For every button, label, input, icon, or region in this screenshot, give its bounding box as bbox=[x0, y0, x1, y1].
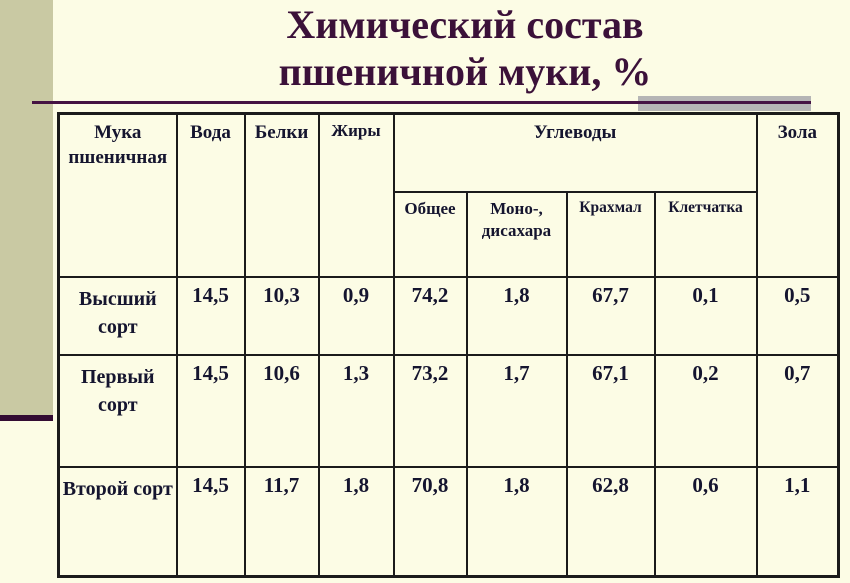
col-header-flour: Мука пшеничная bbox=[57, 112, 178, 278]
page-title: Химический состав пшеничной муки, % bbox=[85, 1, 845, 95]
col-header-water: Вода bbox=[175, 112, 246, 278]
cell-carbs-starch: 67,1 bbox=[565, 353, 656, 468]
cell-ash: 0,5 bbox=[755, 275, 840, 356]
header-row-sub: Общее Моно-, дисахара Крахмал Клетчатка bbox=[59, 190, 839, 278]
cell-carbs-total: 73,2 bbox=[392, 353, 468, 468]
cell-carbs-fiber: 0,2 bbox=[653, 353, 758, 468]
flour-composition-table: Мука пшеничная Вода Белки Жиры Углеводы … bbox=[57, 112, 841, 578]
col-header-carbs-starch: Крахмал bbox=[565, 190, 656, 278]
cell-proteins: 10,3 bbox=[243, 275, 320, 356]
cell-carbs-mono: 1,8 bbox=[465, 465, 568, 578]
cell-carbs-mono: 1,7 bbox=[465, 353, 568, 468]
cell-carbs-mono: 1,8 bbox=[465, 275, 568, 356]
title-underline bbox=[32, 101, 811, 104]
table-row-highest-grade: Высший сорт 14,5 10,3 0,9 74,2 1,8 67,7 … bbox=[57, 275, 840, 356]
cell-proteins: 10,6 bbox=[243, 353, 320, 468]
cell-proteins: 11,7 bbox=[243, 465, 320, 578]
cell-carbs-starch: 67,7 bbox=[565, 275, 656, 356]
cell-water: 14,5 bbox=[175, 465, 246, 578]
col-header-carbs-mono: Моно-, дисахара bbox=[465, 190, 568, 278]
page-title-line-2: пшеничной муки, % bbox=[278, 49, 652, 94]
col-header-carbs-total: Общее bbox=[392, 190, 468, 278]
row-label: Высший сорт bbox=[57, 275, 178, 356]
row-label: Первый сорт bbox=[57, 353, 178, 468]
cell-carbs-total: 70,8 bbox=[392, 465, 468, 578]
cell-fats: 0,9 bbox=[317, 275, 395, 356]
table-row-first-grade: Первый сорт 14,5 10,6 1,3 73,2 1,7 67,1 … bbox=[57, 353, 840, 468]
col-header-carbs-group: Углеводы bbox=[392, 112, 758, 193]
col-header-proteins: Белки bbox=[243, 112, 320, 278]
cell-water: 14,5 bbox=[175, 353, 246, 468]
cell-carbs-fiber: 0,1 bbox=[653, 275, 758, 356]
cell-ash: 1,1 bbox=[755, 465, 840, 578]
cell-ash: 0,7 bbox=[755, 353, 840, 468]
col-header-carbs-fiber: Клетчатка bbox=[653, 190, 758, 278]
cell-carbs-total: 74,2 bbox=[392, 275, 468, 356]
cell-carbs-starch: 62,8 bbox=[565, 465, 656, 578]
cell-fats: 1,8 bbox=[317, 465, 395, 578]
left-accent-band bbox=[0, 0, 53, 415]
col-header-ash: Зола bbox=[755, 112, 840, 278]
left-accent-band-underline bbox=[0, 415, 53, 421]
page-title-line-1: Химический состав bbox=[286, 2, 644, 47]
table-row-second-grade: Второй сорт 14,5 11,7 1,8 70,8 1,8 62,8 … bbox=[57, 465, 840, 578]
col-header-fats: Жиры bbox=[317, 112, 395, 278]
row-label: Второй сорт bbox=[57, 465, 178, 578]
cell-water: 14,5 bbox=[175, 275, 246, 356]
header-row-top: Мука пшеничная Вода Белки Жиры Углеводы … bbox=[57, 112, 840, 278]
cell-fats: 1,3 bbox=[317, 353, 395, 468]
cell-carbs-fiber: 0,6 bbox=[653, 465, 758, 578]
